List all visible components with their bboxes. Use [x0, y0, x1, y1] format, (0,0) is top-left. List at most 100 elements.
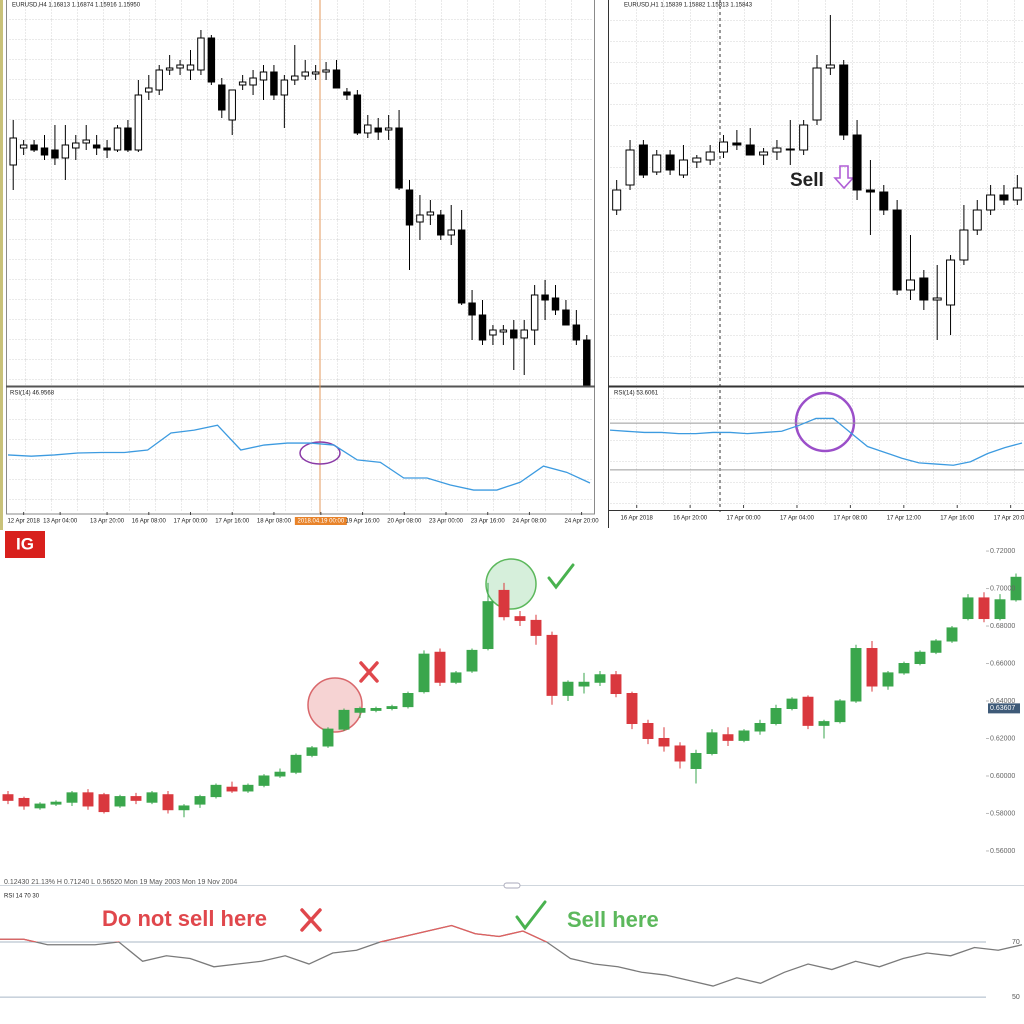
candle-body: [839, 64, 849, 136]
candle-body: [194, 796, 206, 805]
candle-body: [306, 747, 318, 756]
candle-body: [785, 148, 795, 151]
candle-body: [638, 144, 648, 176]
y-tick-label: 0.64000: [990, 698, 1015, 705]
candle-body: [626, 693, 638, 724]
candle-body: [562, 309, 570, 326]
candle-body: [426, 211, 435, 216]
annotation: Sell here: [567, 907, 659, 932]
candle-body: [799, 124, 809, 151]
candle-body: [946, 627, 958, 642]
candle-body: [468, 302, 476, 316]
resize-handle: [503, 882, 521, 889]
candle-body: [674, 745, 686, 762]
candle-body: [972, 209, 982, 231]
candle-body: [722, 734, 734, 741]
candle-body: [658, 737, 670, 747]
candle-body: [210, 784, 222, 798]
candle-body: [466, 649, 478, 672]
candle-body: [786, 698, 798, 710]
candle-body: [301, 71, 309, 77]
y-tick-label: 0.56000: [990, 848, 1015, 855]
y-tick-label: 0.70000: [990, 585, 1015, 592]
x-tick-label: 17 Apr 04:00: [780, 516, 815, 522]
check-mark: [547, 563, 575, 590]
candle-body: [898, 663, 910, 674]
candle-body: [772, 147, 782, 153]
candle-body: [932, 297, 942, 301]
x-tick-label: 24 Apr 08:00: [512, 519, 547, 525]
x-tick-label: 17 Apr 08:00: [833, 516, 868, 522]
candle-body: [690, 752, 702, 769]
x-tick-label: 17 Apr 16:00: [940, 516, 975, 522]
x-tick-label: 20 Apr 08:00: [387, 519, 422, 525]
candle-body: [978, 597, 990, 620]
x-tick-label: 2018.04.19 00:00: [297, 519, 344, 525]
chart-title: EURUSD,H4 1.16813 1.16874 1.15916 1.1595…: [12, 3, 141, 9]
candle-body: [186, 64, 195, 71]
candle-body: [146, 792, 158, 803]
candle-body: [447, 229, 455, 236]
x-tick-label: 17 Apr 00:00: [727, 516, 762, 522]
candle-body: [738, 730, 750, 741]
x-tick-highlight: [294, 517, 347, 525]
candle-body: [238, 81, 247, 86]
candle-body: [386, 706, 398, 710]
candle-body: [274, 771, 286, 777]
x-tick-label: 13 Apr 04:00: [43, 519, 78, 525]
x-tick-label: 17 Apr 00:00: [173, 519, 208, 525]
candle-body: [551, 297, 560, 311]
y-tick-label: 0.62000: [990, 735, 1015, 742]
candle-body: [530, 294, 539, 331]
candle-body: [40, 147, 49, 156]
x-tick-label: 16 Apr 20:00: [673, 516, 708, 522]
candle-body: [678, 159, 688, 176]
candle-body: [642, 722, 654, 739]
candle-body: [578, 681, 590, 687]
candle-body: [457, 229, 466, 304]
candle-body: [583, 339, 591, 386]
candle-body: [732, 142, 742, 146]
x-tick-label: 17 Apr 12:00: [887, 516, 922, 522]
sell-arrow: [833, 165, 855, 190]
candle-body: [499, 329, 508, 333]
candle-body: [374, 127, 382, 133]
candle-body: [258, 775, 270, 786]
rsi-line: [7, 424, 591, 491]
candle-body: [705, 151, 715, 161]
candle-body: [280, 79, 289, 96]
candle-body: [882, 672, 894, 687]
candle-body: [879, 191, 889, 211]
candle-body: [343, 91, 351, 96]
candle-body: [98, 794, 110, 813]
candle-body: [134, 94, 143, 151]
candle-body: [852, 134, 862, 191]
candle-body: [994, 599, 1006, 620]
rsi-tick-label: 70: [1012, 939, 1020, 946]
x-tick-label: 17 Apr 16:00: [215, 519, 250, 525]
highlight-circle: [794, 391, 856, 453]
candle-body: [482, 601, 494, 650]
candle-body: [384, 127, 393, 131]
candle-body: [818, 721, 830, 726]
candle-body: [322, 728, 334, 747]
candle-body: [692, 157, 702, 163]
x-tick-label: 23 Apr 00:00: [429, 519, 464, 525]
candle-body: [338, 709, 350, 730]
candle-body: [370, 708, 382, 711]
rsi-line: [609, 417, 1023, 466]
candle-body: [291, 75, 299, 81]
candle-body: [610, 674, 622, 695]
rsi-label: RSI(14) 46.9568: [10, 391, 55, 397]
candle-body: [270, 71, 278, 96]
y-tick-label: 0.68000: [990, 623, 1015, 630]
x-tick-label: 17 Apr 20:00: [994, 516, 1024, 522]
candle-body: [34, 803, 46, 809]
candle-body: [999, 194, 1009, 201]
candle-body: [905, 279, 915, 291]
candle-body: [207, 37, 216, 83]
candle-body: [82, 792, 94, 807]
candle-body: [162, 794, 174, 811]
candle-body: [520, 329, 528, 339]
candle-body: [754, 722, 766, 732]
